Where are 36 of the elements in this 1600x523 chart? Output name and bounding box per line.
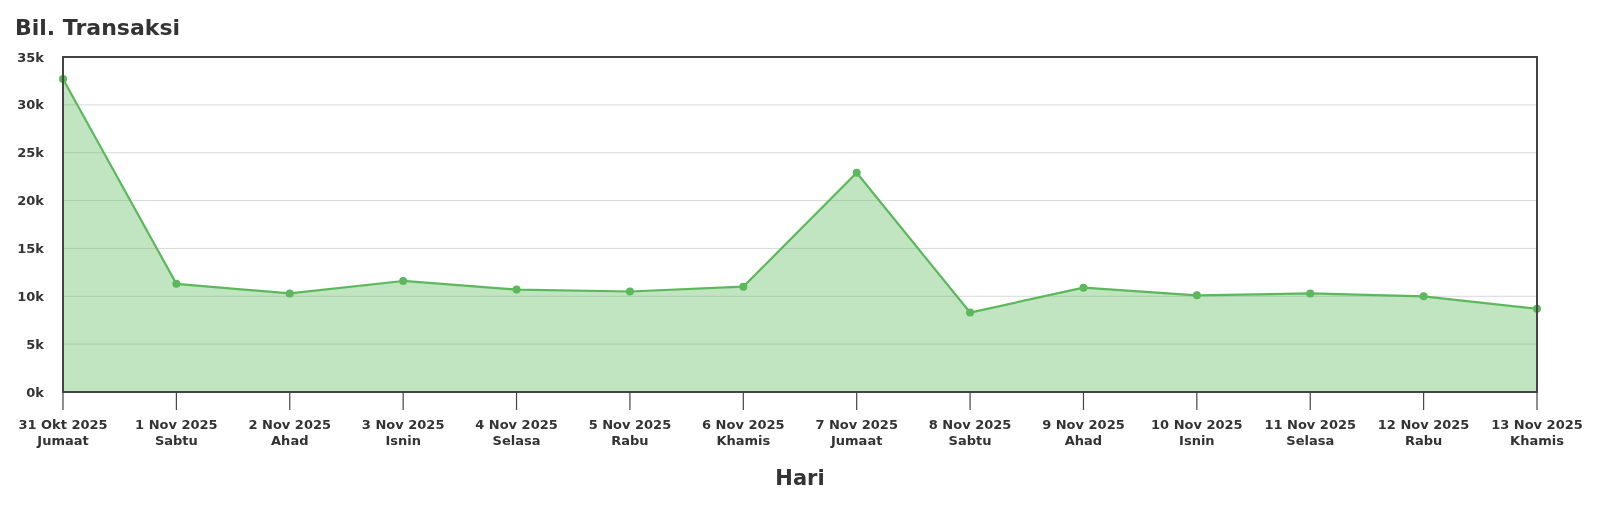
point xyxy=(285,289,294,298)
x-tick-label: 6 Nov 2025 Khamis xyxy=(702,417,785,448)
point xyxy=(512,285,521,294)
y-tick-label: 10k xyxy=(17,288,45,304)
point xyxy=(966,308,975,317)
point xyxy=(739,282,748,291)
x-tick-label: 7 Nov 2025 Jumaat xyxy=(815,417,898,448)
y-tick-label: 0k xyxy=(26,384,45,400)
y-tick-label: 35k xyxy=(17,49,45,65)
x-tick-label: 31 Okt 2025 Jumaat xyxy=(18,417,108,448)
x-tick-label: 8 Nov 2025 Sabtu xyxy=(928,417,1012,448)
x-axis-title: Hari xyxy=(775,466,825,490)
x-tick-label: 9 Nov 2025 Ahad xyxy=(1042,417,1125,448)
y-tick-label: 15k xyxy=(17,240,45,256)
x-tick-label: 4 Nov 2025 Selasa xyxy=(475,417,558,448)
x-tick-label: 3 Nov 2025 Isnin xyxy=(361,417,445,448)
chart-title: Bil. Transaksi xyxy=(15,15,181,40)
x-tick-label: 2 Nov 2025 Ahad xyxy=(248,417,332,448)
x-tick-label: 11 Nov 2025 Selasa xyxy=(1264,417,1357,448)
x-tick-label: 13 Nov 2025 Khamis xyxy=(1491,417,1583,448)
point xyxy=(1306,289,1315,298)
x-tick-label: 12 Nov 2025 Rabu xyxy=(1377,417,1470,448)
point xyxy=(172,279,181,288)
point xyxy=(399,276,408,285)
point xyxy=(1192,291,1201,300)
y-tick-label: 30k xyxy=(17,97,45,113)
y-tick-label: 5k xyxy=(26,336,45,352)
x-tick-label: 10 Nov 2025 Isnin xyxy=(1151,417,1243,448)
x-tick-label: 5 Nov 2025 Rabu xyxy=(588,417,672,448)
x-tick-label: 1 Nov 2025 Sabtu xyxy=(135,417,218,448)
y-tick-label: 25k xyxy=(17,145,45,161)
point xyxy=(852,168,861,177)
point xyxy=(1419,292,1428,301)
point xyxy=(1079,283,1088,292)
point xyxy=(625,287,634,296)
y-tick-label: 20k xyxy=(17,193,45,209)
